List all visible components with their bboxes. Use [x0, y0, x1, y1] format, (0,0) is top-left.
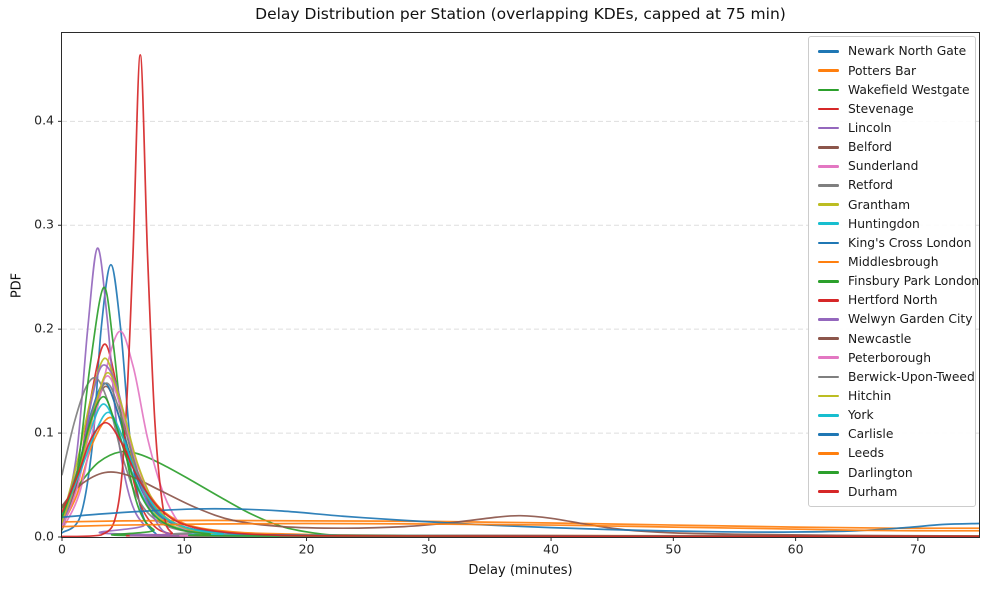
legend-item: Welwyn Garden City	[818, 310, 973, 329]
legend-line-swatch	[818, 356, 839, 360]
legend-label: Retford	[848, 178, 893, 193]
legend-label: Welwyn Garden City	[848, 312, 973, 327]
legend-label: Hertford North	[848, 293, 938, 308]
legend-label: York	[848, 408, 874, 423]
legend-label: Huntingdon	[848, 216, 920, 231]
legend-item: Sunderland	[818, 157, 967, 176]
legend-label: Stevenage	[848, 101, 914, 116]
legend-item: Finsbury Park London	[818, 272, 979, 291]
legend-line-swatch	[818, 88, 839, 92]
legend-item: Potters Bar	[818, 61, 967, 80]
y-axis-label: PDF	[9, 272, 25, 299]
legend-item: Hitchin	[818, 387, 967, 406]
legend-line-swatch	[818, 318, 839, 321]
legend-label: Newark North Gate	[848, 44, 967, 59]
legend-label: Wakefield Westgate	[848, 82, 970, 97]
legend-label: Darlington	[848, 465, 913, 480]
x-axis-label: Delay (minutes)	[468, 563, 573, 578]
legend-line-swatch	[818, 50, 839, 53]
legend-line-swatch	[818, 241, 839, 245]
legend-label: Middlesbrough	[848, 254, 939, 269]
legend-line-swatch	[818, 165, 839, 168]
legend-line-swatch	[818, 394, 839, 398]
legend-label: Peterborough	[848, 350, 932, 365]
legend-item: Durham	[818, 482, 967, 501]
legend-item: Middlesbrough	[818, 253, 967, 272]
legend-item: Wakefield Westgate	[818, 80, 970, 99]
legend-label: King's Cross London	[848, 235, 972, 250]
legend-line-swatch	[818, 126, 839, 130]
chart-title: Delay Distribution per Station (overlapp…	[255, 5, 786, 23]
legend-line-swatch	[818, 337, 839, 341]
legend-label: Finsbury Park London	[848, 274, 980, 289]
legend-label: Sunderland	[848, 159, 919, 174]
legend-item: Berwick-Upon-Tweed	[818, 367, 975, 386]
legend-item: Stevenage	[818, 99, 967, 118]
legend-line-swatch	[818, 222, 839, 226]
legend-line-swatch	[818, 433, 839, 436]
legend-line-swatch	[818, 203, 839, 207]
legend-item: King's Cross London	[818, 233, 971, 252]
legend-line-swatch	[818, 490, 839, 494]
legend-line-swatch	[818, 413, 839, 417]
legend-line-swatch	[818, 471, 839, 474]
legend-item: Darlington	[818, 463, 967, 482]
legend-label: Newcastle	[848, 331, 912, 346]
legend-label: Leeds	[848, 446, 884, 461]
legend-label: Lincoln	[848, 120, 892, 135]
legend-line-swatch	[818, 279, 839, 283]
legend-item: Newcastle	[818, 329, 967, 348]
legend-label: Potters Bar	[848, 63, 917, 78]
legend-label: Berwick-Upon-Tweed	[848, 369, 975, 384]
legend-item: Carlisle	[818, 425, 967, 444]
legend-label: Carlisle	[848, 427, 894, 442]
legend-label: Grantham	[848, 197, 911, 212]
legend-item: Retford	[818, 176, 967, 195]
legend-line-swatch	[818, 299, 839, 302]
legend-item: Huntingdon	[818, 214, 967, 233]
legend-item: Lincoln	[818, 119, 967, 138]
legend-line-swatch	[818, 69, 839, 73]
legend-label: Belford	[848, 140, 892, 155]
legend-item: Grantham	[818, 195, 967, 214]
legend-item: Belford	[818, 138, 967, 157]
legend-line-swatch	[818, 145, 839, 149]
legend-item: Newark North Gate	[818, 42, 967, 61]
legend-line-swatch	[818, 375, 839, 379]
legend-item: York	[818, 406, 967, 425]
legend-line-swatch	[818, 452, 839, 455]
legend-line-swatch	[818, 260, 839, 264]
legend-line-swatch	[818, 184, 839, 187]
legend-item: Leeds	[818, 444, 967, 463]
legend-item: Peterborough	[818, 348, 967, 367]
legend: Newark North Gate Potters Bar Wakefield We…	[808, 36, 979, 508]
legend-line-swatch	[818, 107, 839, 111]
legend-label: Hitchin	[848, 388, 892, 403]
legend-item: Hertford North	[818, 291, 967, 310]
legend-label: Durham	[848, 484, 898, 499]
